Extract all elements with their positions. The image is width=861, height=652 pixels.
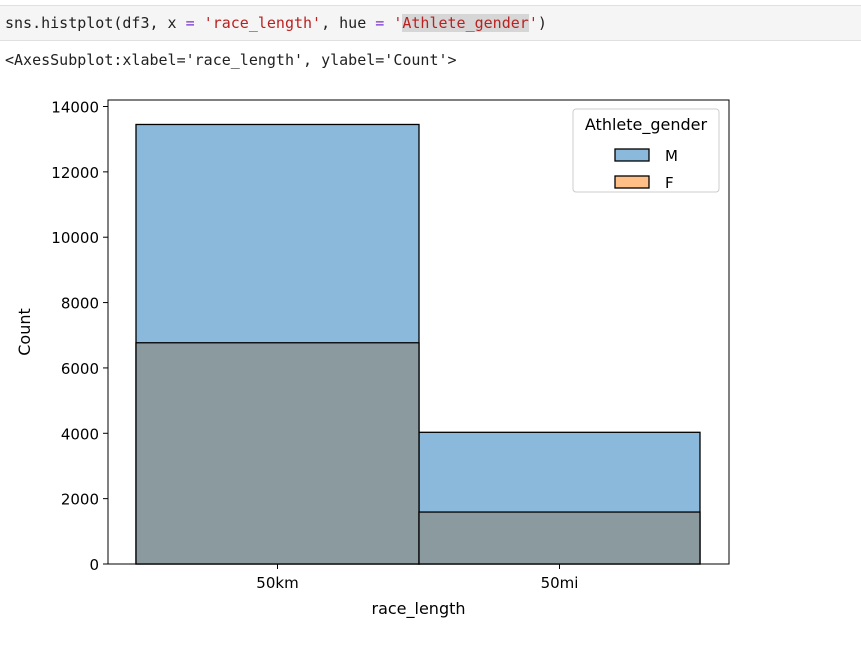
legend-label-M: M [665,147,678,165]
y-tick-label: 6000 [61,360,99,378]
code-sep-hue: , hue [321,14,376,32]
y-tick-label: 12000 [51,164,99,182]
axes-frame [107,99,730,565]
code-suffix: ) [537,14,547,32]
legend-label-F: F [665,174,674,192]
code-cell-input[interactable]: sns.histplot(df3, x = 'race_length', hue… [0,5,861,41]
y-tick-label: 2000 [61,491,99,509]
y-tick-label: 14000 [51,99,99,117]
code-arg-x: 'race_length' [203,14,322,32]
x-tick-label: 50km [256,574,298,592]
code-prefix: sns.histplot(df3, x [5,14,186,32]
bar-female-50km [135,342,420,565]
histogram-chart: 0 2000 4000 6000 8000 10000 12000 14000 50km 50mi… [15,99,730,619]
y-tick-label: 8000 [61,295,99,313]
code-hue-quote-close: ' [528,14,538,32]
legend-title: Athlete_gender [585,115,708,135]
x-axis-label: race_length [371,599,465,619]
chart-container: 0 2000 4000 6000 8000 10000 12000 14000 50km 50mi… [0,80,861,647]
y-axis-label: Count [15,308,34,356]
code-hue-name: Athlete_gender [402,14,529,32]
y-tick-label: 4000 [61,425,99,443]
y-tick-label: 10000 [51,229,99,247]
output-repr: <AxesSubplot:xlabel='race_length', ylabe… [5,51,457,69]
y-tick-label: 0 [89,556,99,574]
code-eq1: = [185,14,195,32]
legend-swatch-M [614,148,650,162]
code-eq2: = [375,14,385,32]
legend-swatch-F [614,175,650,189]
bar-female-50mi [418,511,701,565]
code-line[interactable]: sns.histplot(df3, x = 'race_length', hue… [5,14,547,32]
x-tick-label: 50mi [541,574,579,592]
code-hue-quote-open: ' [393,14,403,32]
